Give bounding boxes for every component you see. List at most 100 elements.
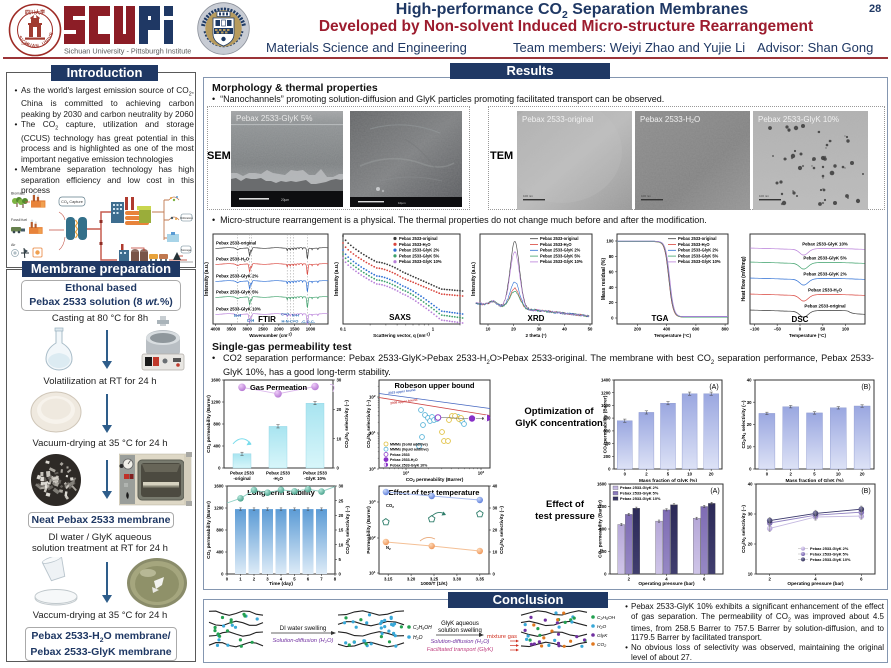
svg-text:20: 20 — [511, 327, 516, 332]
svg-text:2000: 2000 — [274, 327, 284, 332]
svg-text:101: 101 — [369, 570, 376, 576]
svg-text:CO2 permeability (Barrer): CO2 permeability (Barrer) — [598, 500, 604, 558]
svg-text:20: 20 — [609, 300, 614, 305]
svg-text:100: 100 — [369, 466, 376, 472]
svg-text:0: 0 — [611, 316, 614, 321]
svg-text:Pebax 2533-GlyK 10%: Pebax 2533-GlyK 10% — [390, 463, 428, 467]
svg-text:7: 7 — [320, 577, 323, 582]
svg-text:Pebax 2533-GlyK 5%: Pebax 2533-GlyK 5% — [803, 256, 846, 261]
svg-text:6: 6 — [703, 577, 706, 582]
svg-text:100 nm: 100 nm — [759, 194, 770, 198]
svg-text:Pebax 2533-GlyK 5%: Pebax 2533-GlyK 5% — [236, 114, 313, 123]
svg-text:Gas Permeation: Gas Permeation — [250, 383, 308, 392]
svg-text:200: 200 — [603, 454, 611, 459]
svg-text:-original: -original — [233, 476, 250, 481]
svg-text:1200: 1200 — [601, 390, 611, 395]
svg-text:Pebax 2533-GlyK 10%: Pebax 2533-GlyK 10% — [810, 557, 851, 562]
svg-text:Pebax 2533-H2O: Pebax 2533-H2O — [808, 288, 842, 294]
svg-text:Utilization: Utilization — [180, 216, 193, 220]
svg-text:800: 800 — [603, 416, 611, 421]
svg-text:Storage: Storage — [181, 248, 192, 252]
svg-text:-GlyK 10%: -GlyK 10% — [304, 476, 326, 481]
svg-text:Mass fraction of GlyK (%): Mass fraction of GlyK (%) — [785, 478, 844, 482]
svg-text:Sichuan University - Pittsburg: Sichuan University - Pittsburgh Institut… — [64, 47, 191, 56]
svg-text:30: 30 — [747, 400, 752, 405]
svg-text:mixture gas: mixture gas — [487, 634, 517, 640]
svg-text:100 nm: 100 nm — [523, 194, 534, 198]
svg-text:Solution-diffusion (H2O): Solution-diffusion (H2O) — [431, 639, 490, 645]
svg-text:1600: 1600 — [211, 378, 221, 383]
svg-text:Effect of test temperature: Effect of test temperature — [389, 488, 480, 497]
svg-text:Pebax 2533-GlyK 2%: Pebax 2533-GlyK 2% — [216, 274, 258, 279]
svg-text:1200: 1200 — [597, 504, 607, 509]
svg-text:4: 4 — [814, 577, 817, 582]
svg-text:Pebax 2533-H2O: Pebax 2533-H2O — [216, 257, 250, 263]
svg-text:Pebax 2533: Pebax 2533 — [303, 471, 327, 476]
svg-text:Pebax 2533-H2O: Pebax 2533-H2O — [399, 242, 431, 248]
svg-text:CO2/N2 selectivity (--): CO2/N2 selectivity (--) — [741, 505, 747, 553]
svg-text:Intensity (a.u.): Intensity (a.u.) — [204, 262, 210, 296]
svg-text:100: 100 — [842, 327, 850, 332]
svg-text:50: 50 — [820, 327, 825, 332]
svg-text:1600: 1600 — [597, 482, 607, 487]
svg-text:C-H: C-H — [247, 318, 254, 323]
svg-text:CO2: CO2 — [386, 503, 394, 509]
svg-text:Pebax 2533-H2O: Pebax 2533-H2O — [640, 115, 700, 125]
svg-text:CO2/N2 selectivity (--): CO2/N2 selectivity (--) — [344, 400, 350, 448]
svg-text:(B): (B) — [861, 488, 870, 495]
svg-text:102: 102 — [369, 535, 376, 541]
svg-text:10: 10 — [687, 472, 692, 477]
svg-text:0: 0 — [226, 577, 229, 582]
svg-text:400: 400 — [599, 549, 607, 554]
svg-text:Robeson upper bound: Robeson upper bound — [395, 381, 475, 390]
svg-text:Pebax 2533-GlyK 2%: Pebax 2533-GlyK 2% — [399, 248, 440, 253]
svg-text:60: 60 — [609, 269, 614, 274]
svg-text:6: 6 — [860, 577, 863, 582]
svg-text:5: 5 — [667, 472, 670, 477]
svg-text:Facilitated transport (GlyK): Facilitated transport (GlyK) — [427, 647, 494, 653]
svg-text:400: 400 — [216, 550, 224, 555]
svg-text:0.1: 0.1 — [340, 327, 347, 332]
svg-text:Pebax 2533-H2O: Pebax 2533-H2O — [540, 242, 572, 248]
svg-text:Pebax 2533-GlyK 5%: Pebax 2533-GlyK 5% — [216, 290, 258, 295]
svg-text:30: 30 — [537, 327, 542, 332]
svg-text:Pebax 2533-original: Pebax 2533-original — [540, 236, 578, 241]
svg-text:Pebax 2533: Pebax 2533 — [266, 471, 290, 476]
svg-text:0: 0 — [766, 472, 769, 477]
svg-text:20: 20 — [748, 542, 753, 547]
svg-text:10: 10 — [337, 436, 342, 441]
svg-text:0: 0 — [624, 472, 627, 477]
svg-text:10: 10 — [493, 550, 498, 555]
svg-text:(A): (A) — [709, 384, 718, 391]
svg-text:N-H: N-H — [292, 313, 299, 318]
svg-text:Pebax 2533-GlyK 2%: Pebax 2533-GlyK 2% — [810, 546, 849, 551]
svg-text:DI water swelling: DI water swelling — [280, 625, 327, 632]
svg-text:0: 0 — [604, 572, 607, 577]
svg-text:600: 600 — [603, 428, 611, 433]
svg-text:102: 102 — [369, 394, 376, 400]
svg-text:Pebax 2533-GlyK 5%: Pebax 2533-GlyK 5% — [620, 490, 659, 495]
svg-text:10: 10 — [836, 472, 841, 477]
svg-text:−50: −50 — [774, 327, 782, 332]
svg-text:MMMs (liquid additive): MMMs (liquid additive) — [390, 448, 429, 452]
svg-text:1000/T (1/K): 1000/T (1/K) — [421, 581, 448, 587]
svg-text:CO2 permeability (Barrer): CO2 permeability (Barrer) — [603, 395, 609, 453]
svg-text:Pebax 2533-original: Pebax 2533-original — [216, 241, 256, 246]
svg-text:10: 10 — [486, 327, 491, 332]
svg-text:Pebax 2533-GlyK 2%: Pebax 2533-GlyK 2% — [620, 485, 659, 490]
svg-text:0: 0 — [799, 327, 802, 332]
svg-text:0: 0 — [221, 572, 224, 577]
svg-text:20: 20 — [747, 422, 752, 427]
svg-text:N-H: N-H — [234, 313, 241, 318]
svg-text:CO2/N2 selectivity (--): CO2/N2 selectivity (--) — [499, 506, 505, 554]
svg-text:Pebax 2533-GlyK 10%: Pebax 2533-GlyK 10% — [540, 259, 583, 264]
svg-text:Pebax 2533-original: Pebax 2533-original — [399, 236, 437, 241]
svg-text:50: 50 — [588, 327, 593, 332]
svg-text:30: 30 — [493, 506, 498, 511]
svg-text:C2H5OH: C2H5OH — [597, 615, 615, 621]
svg-text:CO2: CO2 — [597, 642, 606, 648]
svg-text:101: 101 — [369, 430, 376, 436]
svg-text:Operating pressure (bar): Operating pressure (bar) — [638, 581, 695, 587]
svg-text:Temperature (°C): Temperature (°C) — [789, 333, 826, 338]
svg-text:10: 10 — [747, 444, 752, 449]
